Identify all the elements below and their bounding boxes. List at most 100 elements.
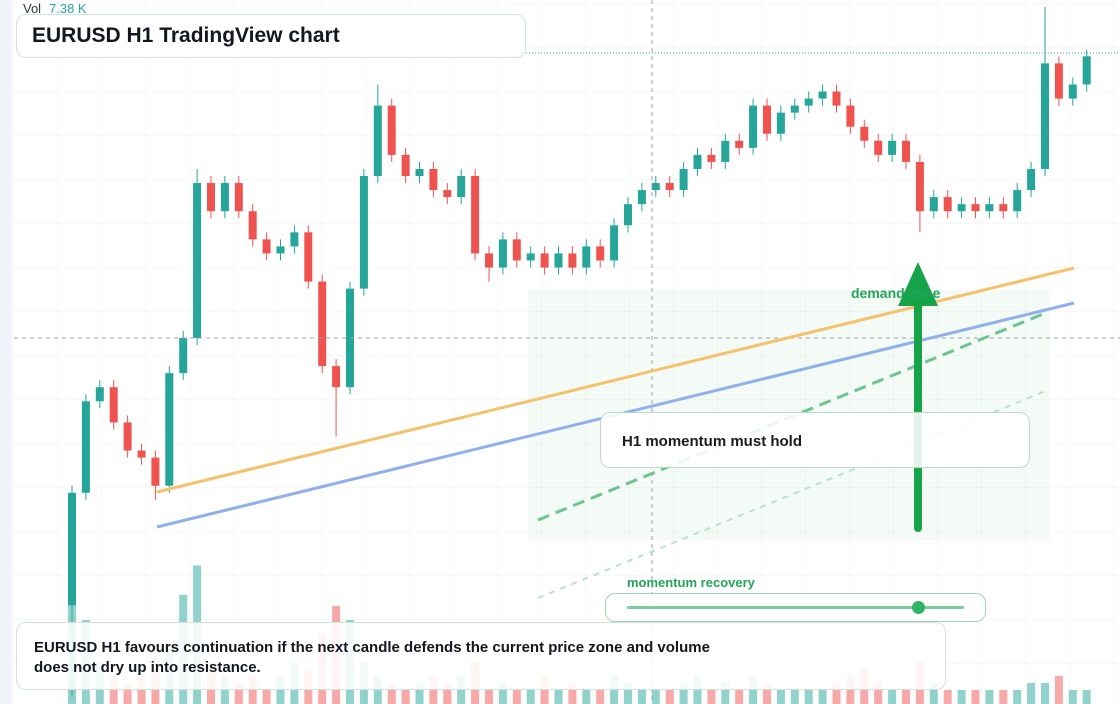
slider-label: momentum recovery [627,575,755,590]
candle-body [165,373,174,486]
volume-bar [568,683,577,704]
candle-body [540,253,549,268]
candle-body [665,183,674,191]
candle-body [568,253,577,268]
volume-bar [498,683,507,704]
candle-body [763,105,771,134]
volume-bar [999,690,1008,704]
candle-body [860,126,869,141]
note-text: EURUSD H1 favours continuation if the ne… [34,639,710,676]
candle-body [359,176,368,289]
volume-bar [971,690,980,704]
volume-bar [457,676,466,704]
volume-bar [665,690,674,704]
candle-body [637,190,646,205]
left-strip [0,0,12,704]
volume-bar [415,683,424,704]
candle-body [415,168,424,176]
candle-body [81,401,90,493]
volume-bar [1068,690,1077,704]
volume-bar [512,690,521,704]
volume-bar [1054,676,1063,704]
volume-bar [763,683,771,704]
candle-body [971,204,980,212]
volume-bar [276,676,285,704]
candle-body [401,154,410,176]
volume-bar [248,676,257,704]
candle-body [95,387,104,402]
candle-body [248,211,257,240]
volume-bar [707,690,716,704]
candle-body [957,204,966,212]
candle-body [151,457,160,486]
candle-body [1013,190,1022,212]
volume-bar [526,690,535,704]
volume-bar [985,690,994,704]
volume-bar [637,690,646,704]
slider-track [627,606,964,609]
candle-body [262,239,271,254]
candle-body [179,337,188,374]
volume-bar [679,683,688,704]
candle-body [193,183,202,338]
candle-body [651,183,660,191]
candle-body [707,154,716,162]
volume-bar [846,676,855,704]
volume-bar [790,690,799,704]
candle-body [721,140,730,162]
callout-box [600,412,1030,468]
slider-knob[interactable] [912,601,925,614]
candle-body [943,197,952,212]
volume-bar [1027,683,1036,704]
candle-body [387,105,396,155]
volume-bar [540,676,549,704]
candle-body [596,246,605,261]
note-box [16,622,946,690]
candle-body [498,239,507,268]
candle-body [1082,56,1091,85]
arrow-head [898,262,938,306]
volume-bar [1041,683,1049,704]
volume-bar [957,690,966,704]
chart-title: EURUSD H1 TradingView chart [32,24,340,47]
candle-body [776,112,785,134]
volume-bar [123,683,132,704]
annotation-label: demand zone [851,285,941,301]
candle-body [290,232,299,247]
title-box [16,14,526,58]
volume-bar [776,690,785,704]
candle-body [735,140,744,148]
volume-bar [234,683,243,704]
candle-body [888,140,897,155]
volume-bar [735,690,744,704]
volume-bar [1013,690,1022,704]
volume-bar [373,676,382,704]
volume-bar [902,690,910,704]
candle-body [207,183,215,212]
candle-body [818,91,827,99]
volume-bar [109,676,118,704]
candle-body [1041,63,1049,169]
volume-bar [137,676,146,704]
candle-body [429,168,438,191]
candle-body [915,161,924,212]
candle-body [999,204,1008,212]
candle-body [749,105,758,148]
volume-bar [818,690,827,704]
candle-body [373,105,382,176]
candle-body [512,239,521,261]
candle-body [929,197,938,212]
volume-bar [651,690,660,704]
vol-label: Vol [23,1,42,16]
candle-body [526,253,535,261]
volume-bar [804,690,813,704]
candle-body [790,105,799,113]
candle-body [832,91,841,106]
candle-body [874,140,883,155]
candle-body [554,253,563,268]
volume-bar [888,690,897,704]
candle-body [624,204,632,226]
candle-body [902,140,910,162]
volume-bar [387,683,396,704]
volume-bar [401,690,410,704]
